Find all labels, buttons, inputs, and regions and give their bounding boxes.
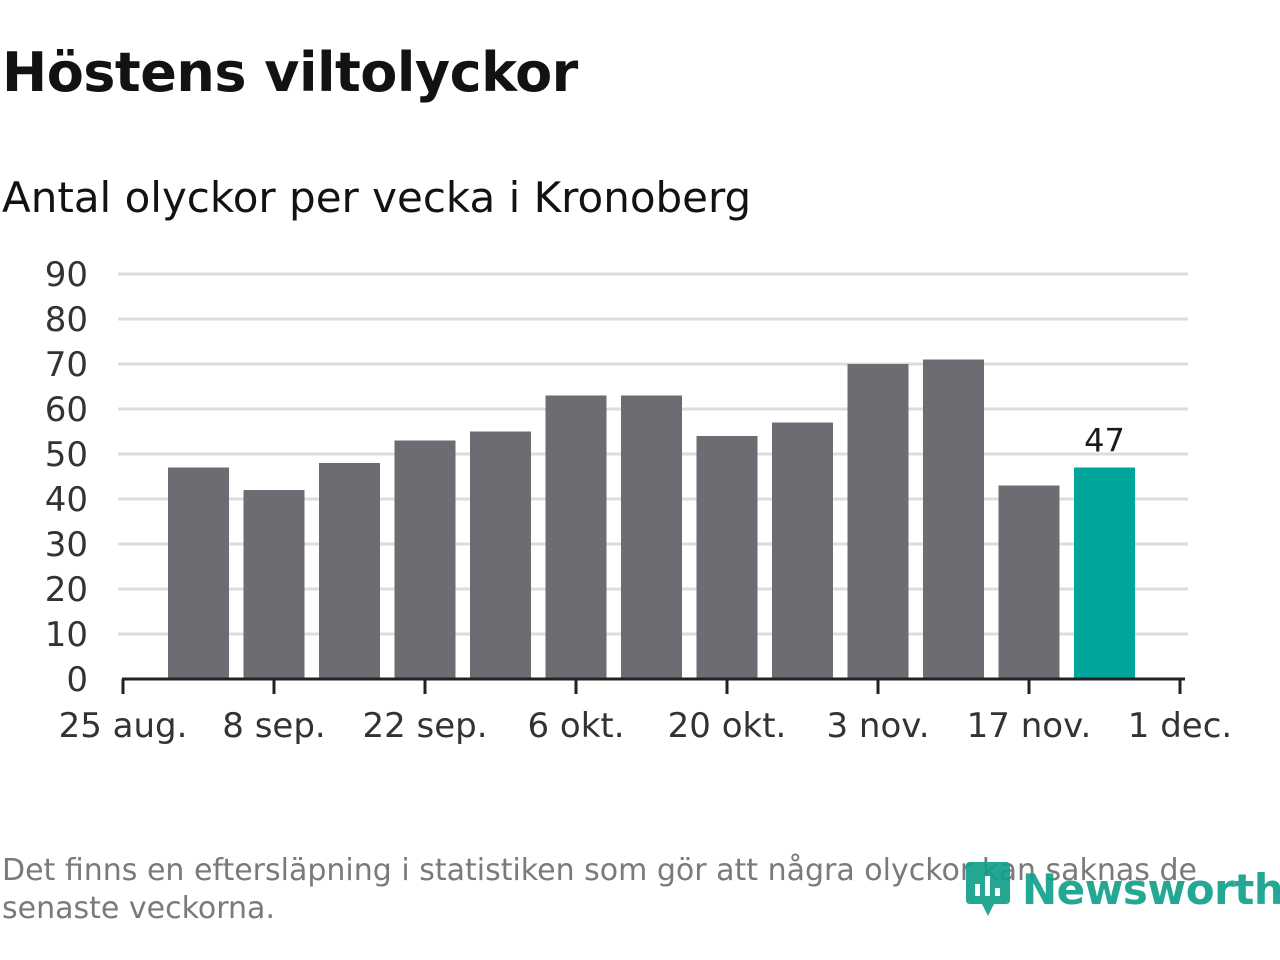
bar-chart: 0 10 20 30 40 50 60 70 80 90 47 25 aug. 8 sep. 22 sep…: [45, 255, 1232, 746]
y-tick-label: 40: [45, 480, 88, 520]
y-tick-label: 30: [45, 525, 88, 565]
newsworthy-icon: [966, 862, 1010, 916]
bar: [621, 395, 682, 679]
bar: [243, 490, 305, 679]
bar-highlight: [1074, 467, 1135, 679]
bar: [696, 436, 758, 679]
x-tick-label: 17 nov.: [967, 706, 1092, 746]
y-tick-label: 0: [66, 660, 88, 700]
y-tick-label: 20: [45, 570, 88, 610]
x-tick-label: 22 sep.: [362, 706, 487, 746]
bar: [545, 395, 607, 679]
bar: [319, 463, 380, 679]
bar: [998, 485, 1060, 679]
chart-title: Höstens viltolyckor: [2, 41, 578, 104]
data-label: 47: [1084, 422, 1125, 460]
y-tick-label: 70: [45, 345, 88, 385]
y-tick-label: 10: [45, 615, 88, 655]
bar: [847, 364, 909, 679]
y-tick-label: 80: [45, 300, 88, 340]
y-tick-label: 60: [45, 390, 88, 430]
x-axis: [121, 677, 1185, 694]
bar: [470, 431, 531, 679]
x-tick-label: 8 sep.: [222, 706, 325, 746]
x-tick-label: 25 aug.: [59, 706, 188, 746]
bar: [394, 440, 456, 679]
bar: [772, 422, 833, 679]
labels: 0 10 20 30 40 50 60 70 80 90 47 25 aug. 8 sep. 22 sep…: [45, 255, 1232, 746]
chart-subtitle: Antal olyckor per vecka i Kronoberg: [2, 173, 752, 222]
y-tick-label: 90: [45, 255, 88, 295]
bar: [923, 359, 984, 679]
bar: [168, 467, 229, 679]
x-tick-label: 6 okt.: [527, 706, 624, 746]
bars: [168, 359, 1135, 679]
newsworthy-logo: Newsworthy: [962, 852, 1280, 926]
x-tick-label: 3 nov.: [826, 706, 929, 746]
x-tick-label: 20 okt.: [668, 706, 787, 746]
newsworthy-wordmark: Newsworthy: [1022, 864, 1280, 914]
x-tick-label: 1 dec.: [1128, 706, 1232, 746]
y-tick-label: 50: [45, 435, 88, 475]
